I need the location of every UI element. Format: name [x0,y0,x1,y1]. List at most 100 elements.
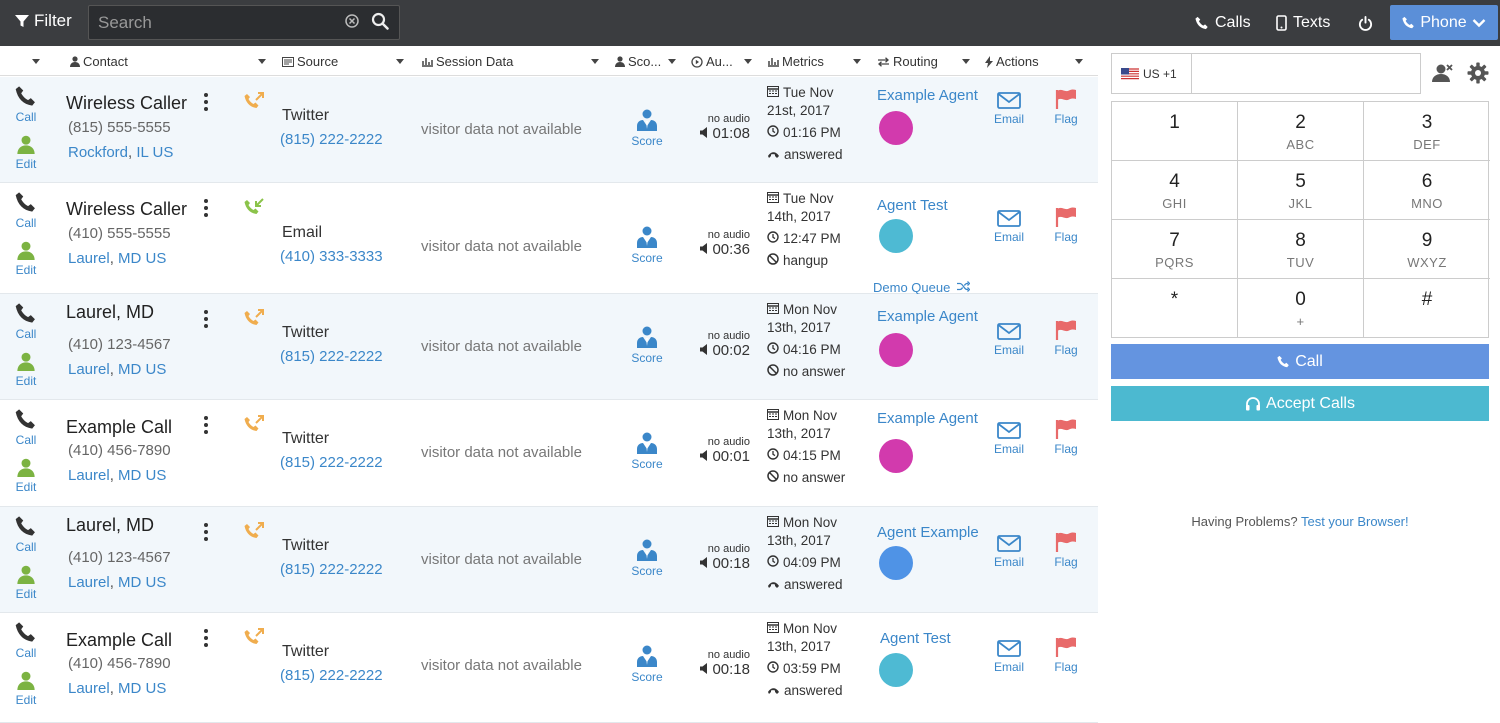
call-button[interactable]: Call [1111,344,1489,379]
column-audio[interactable]: Au... [691,54,733,69]
column-source[interactable]: Source [282,54,338,69]
contact-name[interactable]: Example Call [66,630,173,650]
score-button[interactable]: Score [630,539,664,578]
call-contact-button[interactable]: Call [13,515,39,554]
call-contact-button[interactable]: Call [13,85,39,124]
texts-nav[interactable]: Texts [1276,0,1330,46]
dial-key[interactable]: 5 JKL [1238,161,1364,220]
call-contact-button[interactable]: Call [13,408,39,447]
location-region-link[interactable]: MD US [118,250,167,267]
agent-name[interactable]: Example Agent [877,87,978,104]
more-options-icon[interactable] [203,629,209,650]
contact-name[interactable]: Wireless Caller [66,93,188,113]
email-button[interactable]: Email [992,210,1026,244]
email-button[interactable]: Email [992,535,1026,569]
location-city-link[interactable]: Laurel [68,361,110,378]
location-city-link[interactable]: Rockford [68,144,129,161]
location-region-link[interactable]: MD US [118,574,167,591]
dial-key[interactable]: 6 MNO [1364,161,1490,220]
more-options-icon[interactable] [203,310,209,331]
flag-button[interactable]: Flag [1052,637,1080,674]
location-region-link[interactable]: MD US [118,680,167,697]
column-actions-caret[interactable] [1075,59,1083,64]
agent-status-icon[interactable] [1432,63,1454,88]
call-contact-button[interactable]: Call [13,621,39,660]
agent-name[interactable]: Agent Test [877,197,948,214]
contact-name[interactable]: Example Call [66,417,173,437]
flag-button[interactable]: Flag [1052,320,1080,357]
dial-number-field[interactable] [1191,53,1421,94]
calls-nav[interactable]: Calls [1195,0,1251,46]
column-contact[interactable]: Contact [70,54,128,69]
agent-name[interactable]: Example Agent [877,308,978,325]
column-contact-caret[interactable] [258,59,266,64]
email-button[interactable]: Email [992,323,1026,357]
clear-search-icon[interactable] [345,14,359,31]
dial-key[interactable]: * [1112,279,1238,338]
column-session-data[interactable]: Session Data [421,54,513,69]
source-number[interactable]: (815) 222-2222 [280,667,383,684]
flag-button[interactable]: Flag [1052,419,1080,456]
call-contact-button[interactable]: Call [13,191,39,230]
email-button[interactable]: Email [992,422,1026,456]
agent-name[interactable]: Agent Example [877,524,979,541]
email-button[interactable]: Email [992,92,1026,126]
audio-player[interactable]: no audio 00:01 [698,436,750,466]
column-score-caret[interactable] [668,59,676,64]
edit-contact-button[interactable]: Edit [13,458,39,494]
search-input[interactable] [98,12,338,34]
column-routing[interactable]: Routing [877,54,938,69]
location-region-link[interactable]: MD US [118,467,167,484]
score-button[interactable]: Score [630,326,664,365]
dial-key[interactable]: 2 ABC [1238,102,1364,161]
edit-contact-button[interactable]: Edit [13,565,39,601]
location-city-link[interactable]: Laurel [68,250,110,267]
score-button[interactable]: Score [630,432,664,471]
source-number[interactable]: (815) 222-2222 [280,131,383,148]
score-button[interactable]: Score [630,226,664,265]
score-button[interactable]: Score [630,109,664,148]
routing-queue[interactable]: Demo Queue [873,280,971,295]
audio-player[interactable]: no audio 00:36 [698,229,750,259]
source-number[interactable]: (815) 222-2222 [280,454,383,471]
accept-calls-button[interactable]: Accept Calls [1111,386,1489,421]
call-contact-button[interactable]: Call [13,302,39,341]
power-button[interactable] [1358,0,1373,46]
agent-name[interactable]: Agent Test [880,630,951,647]
search-icon[interactable] [371,12,389,35]
email-button[interactable]: Email [992,640,1026,674]
flag-button[interactable]: Flag [1052,207,1080,244]
edit-contact-button[interactable]: Edit [13,241,39,277]
audio-player[interactable]: no audio 01:08 [698,113,750,143]
edit-contact-button[interactable]: Edit [13,352,39,388]
dial-key[interactable]: 0 + [1238,279,1364,338]
source-number[interactable]: (410) 333-3333 [280,248,383,265]
dial-key[interactable]: # [1364,279,1490,338]
filter-button[interactable]: Filter [14,11,72,31]
edit-contact-button[interactable]: Edit [13,671,39,707]
agent-name[interactable]: Example Agent [877,410,978,427]
dial-key[interactable]: 3 DEF [1364,102,1490,161]
test-browser-link[interactable]: Test your Browser! [1300,514,1409,529]
dial-key[interactable]: 4 GHI [1112,161,1238,220]
more-options-icon[interactable] [203,93,209,114]
location-region-link[interactable]: IL US [136,144,174,161]
column-metrics-caret[interactable] [853,59,861,64]
column-metrics[interactable]: Metrics [767,54,824,69]
contact-name[interactable]: Laurel, MD [66,302,155,322]
dial-number-input[interactable] [1192,54,1420,93]
column-routing-caret[interactable] [962,59,970,64]
location-city-link[interactable]: Laurel [68,467,110,484]
column-score[interactable]: Sco... [615,54,661,69]
column-session-caret[interactable] [591,59,599,64]
dial-key[interactable]: 8 TUV [1238,220,1364,279]
dial-key[interactable]: 1 [1112,102,1238,161]
location-region-link[interactable]: MD US [118,361,167,378]
phone-dropdown-button[interactable]: Phone [1390,5,1498,40]
column-source-caret[interactable] [396,59,404,64]
more-options-icon[interactable] [203,523,209,544]
column-menu-caret[interactable] [32,59,40,64]
audio-player[interactable]: no audio 00:18 [698,543,750,573]
flag-button[interactable]: Flag [1052,532,1080,569]
flag-button[interactable]: Flag [1052,89,1080,126]
